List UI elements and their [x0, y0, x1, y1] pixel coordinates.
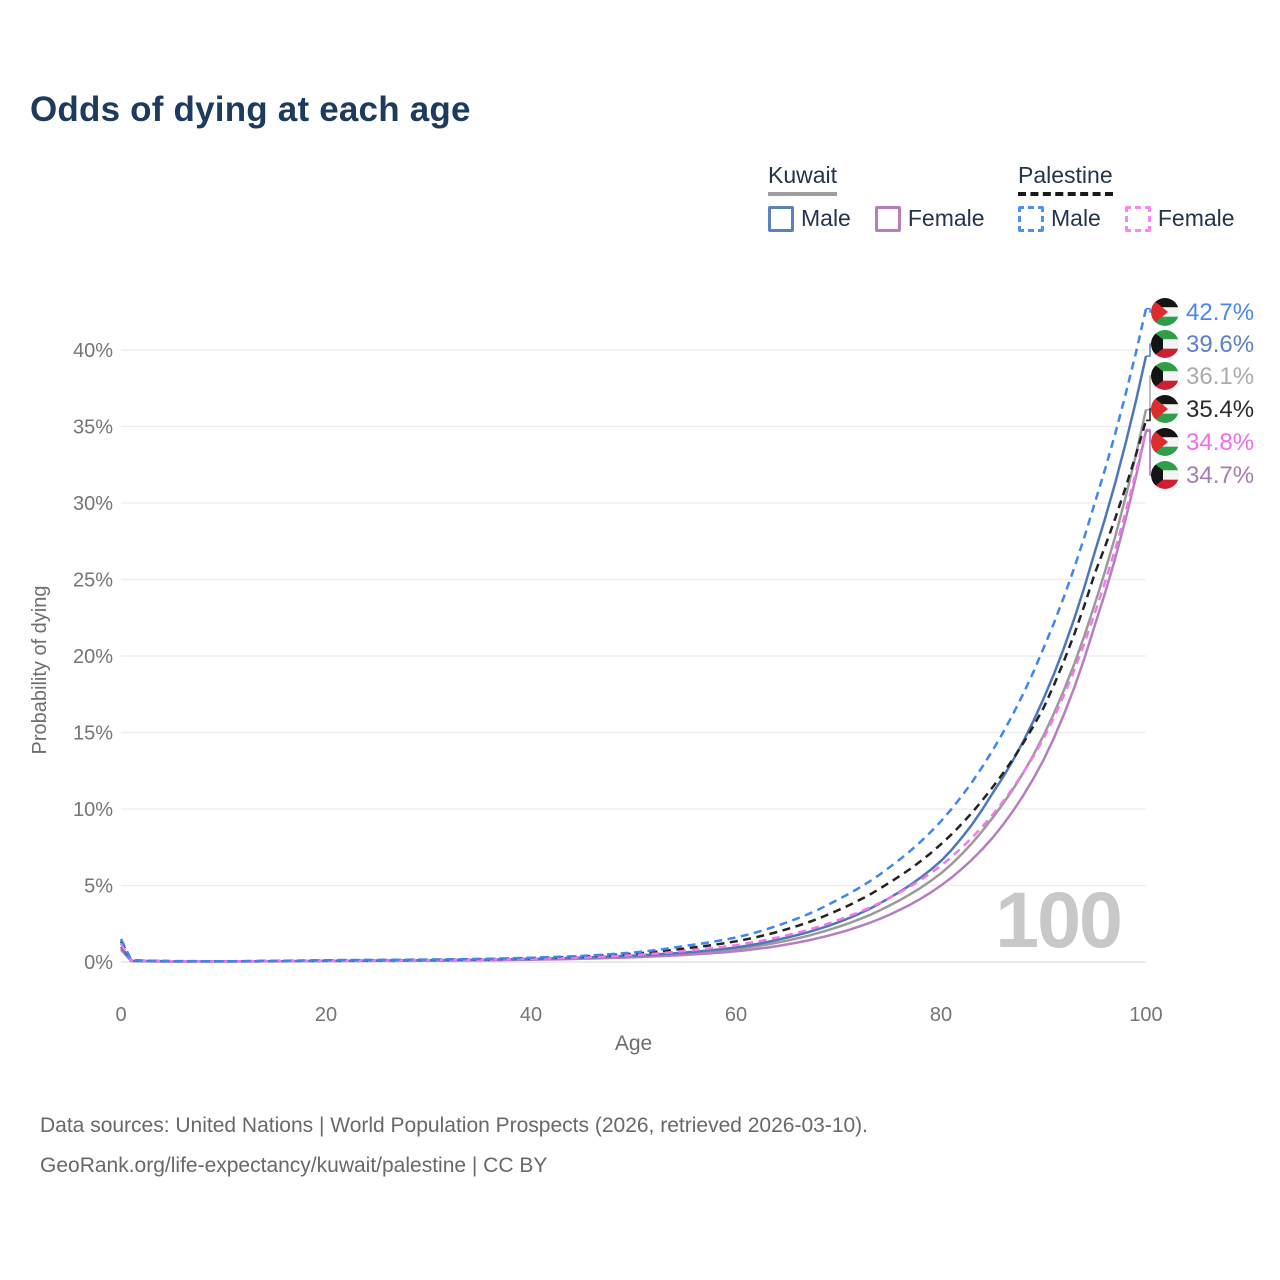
- palestine-male-swatch-icon: [1018, 205, 1044, 232]
- y-tick-label: 20%: [73, 646, 113, 668]
- end-label-kw-male: 39.6%: [1186, 331, 1254, 358]
- legend-item-label: Female: [1157, 205, 1235, 231]
- y-tick-label: 40%: [73, 340, 113, 362]
- end-label-ps-both: 35.4%: [1186, 396, 1254, 423]
- end-label-ps-male: 42.7%: [1186, 299, 1254, 326]
- legend-items-kuwait: Male Female: [768, 205, 1009, 232]
- curve-ps-male: [119, 308, 1148, 963]
- end-label-connector: [1146, 408, 1151, 422]
- legend-country-palestine[interactable]: Palestine: [1018, 162, 1113, 196]
- y-tick-label: 10%: [73, 799, 113, 821]
- legend-item-kuwait-male[interactable]: Male: [768, 205, 851, 232]
- curve-kw-male: [119, 355, 1148, 963]
- palestine-flag-icon: [1151, 298, 1179, 326]
- source-line-2: GeoRank.org/life-expectancy/kuwait/pales…: [40, 1154, 548, 1177]
- kuwait-flag-icon: [1151, 330, 1179, 358]
- y-tick-label: 15%: [73, 723, 113, 745]
- legend-group-kuwait: Kuwait Male Female: [768, 162, 1009, 232]
- x-tick-label: 100: [1129, 1004, 1162, 1026]
- end-label-kw-both: 36.1%: [1186, 363, 1254, 390]
- kuwait-male-swatch-icon: [768, 205, 794, 232]
- palestine-flag-icon: [1151, 428, 1179, 456]
- curve-kw-both: [120, 409, 1148, 963]
- y-tick-label: 0%: [84, 952, 113, 974]
- legend-item-label: Female: [907, 205, 985, 231]
- y-tick-label: 25%: [73, 570, 113, 592]
- source-note: Data sources: United Nations | World Pop…: [40, 1106, 868, 1186]
- legend-item-kuwait-female[interactable]: Female: [874, 205, 985, 232]
- legend-item-palestine-male[interactable]: Male: [1018, 205, 1101, 232]
- page-title: Odds of dying at each age: [30, 90, 471, 129]
- kuwait-flag-icon: [1151, 461, 1179, 489]
- kuwait-female-swatch-icon: [874, 205, 901, 232]
- source-line-1: Data sources: United Nations | World Pop…: [40, 1114, 869, 1137]
- legend-country-kuwait[interactable]: Kuwait: [768, 162, 838, 196]
- kuwait-flag-icon: [1151, 362, 1179, 390]
- y-tick-label: 30%: [73, 493, 113, 515]
- curve-kw-female: [120, 430, 1148, 963]
- y-tick-label: 5%: [84, 876, 113, 898]
- legend: Kuwait Male Female Palestine Male Female: [0, 162, 1280, 242]
- x-tick-label: 0: [115, 1004, 126, 1026]
- end-label-connector: [1146, 375, 1151, 411]
- end-label-ps-female: 34.8%: [1186, 429, 1254, 456]
- x-tick-label: 60: [725, 1004, 747, 1026]
- end-label-connector: [1146, 343, 1151, 357]
- legend-items-palestine: Male Female: [1018, 205, 1259, 232]
- end-label-connector: [1146, 430, 1151, 476]
- x-tick-label: 80: [930, 1004, 952, 1026]
- end-label-kw-female: 34.7%: [1186, 462, 1254, 489]
- legend-item-label: Male: [1051, 205, 1101, 231]
- legend-group-palestine: Palestine Male Female: [1018, 162, 1259, 232]
- palestine-female-swatch-icon: [1124, 205, 1151, 232]
- age-watermark: 100: [995, 875, 1121, 964]
- x-tick-label: 40: [520, 1004, 542, 1026]
- x-tick-label: 20: [315, 1004, 337, 1026]
- y-axis-title: Probability of dying: [29, 586, 51, 755]
- legend-item-palestine-female[interactable]: Female: [1124, 205, 1235, 232]
- y-tick-label: 35%: [73, 417, 113, 439]
- x-axis-title: Age: [615, 1032, 652, 1055]
- curve-ps-both: [119, 420, 1148, 963]
- legend-item-label: Male: [801, 205, 851, 231]
- curve-ps-female: [119, 429, 1148, 963]
- palestine-flag-icon: [1151, 395, 1179, 423]
- end-label-connector: [1146, 307, 1151, 313]
